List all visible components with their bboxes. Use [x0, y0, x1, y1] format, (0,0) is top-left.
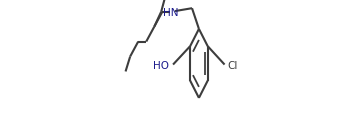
- Text: HN: HN: [163, 8, 179, 17]
- Text: HO: HO: [153, 60, 169, 70]
- Text: Cl: Cl: [227, 60, 238, 70]
